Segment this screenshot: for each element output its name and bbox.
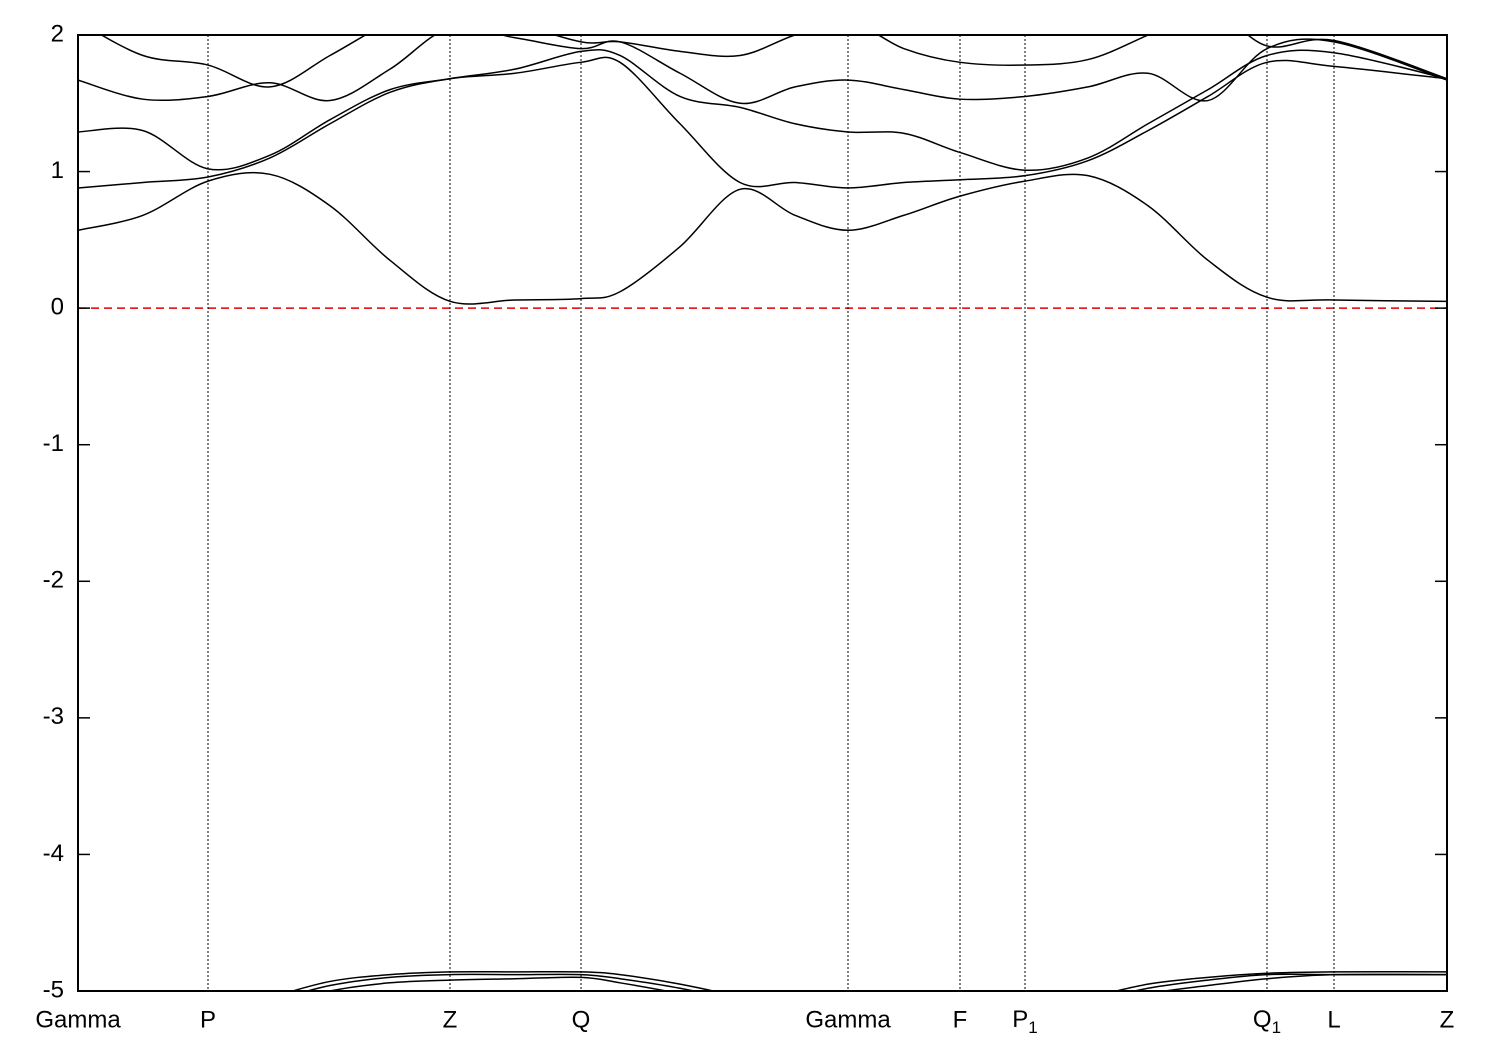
x-tick-label: Q1 — [1253, 1006, 1281, 1037]
band-line — [78, 56, 1447, 189]
y-tick-label: -4 — [43, 840, 64, 867]
y-tick-label: 0 — [51, 293, 64, 320]
band-line — [326, 973, 1447, 991]
band-line — [78, 171, 1447, 305]
y-tick-label: -3 — [43, 703, 64, 730]
band-line — [304, 973, 1447, 991]
y-tick-label: -5 — [43, 976, 64, 1003]
x-tick-label: F — [953, 1006, 968, 1033]
y-tick-label: 1 — [51, 157, 64, 184]
y-tick-label: -2 — [43, 567, 64, 594]
band-line — [78, 35, 1447, 105]
x-tick-label: L — [1327, 1006, 1340, 1033]
x-tick-label: P1 — [1012, 1006, 1037, 1037]
band-line — [289, 970, 1447, 991]
plot-area — [78, 35, 1447, 991]
x-tick-label: P — [200, 1006, 216, 1033]
band-line — [78, 48, 1447, 172]
band-line — [100, 35, 1447, 88]
y-tick-label: -1 — [43, 430, 64, 457]
x-tick-label: Gamma — [805, 1006, 891, 1033]
x-tick-label: Z — [443, 1006, 458, 1033]
x-tick-label: Z — [1440, 1006, 1455, 1033]
x-tick-label: Gamma — [35, 1006, 121, 1033]
y-tick-label: 2 — [51, 20, 64, 47]
x-tick-label: Q — [572, 1006, 591, 1033]
